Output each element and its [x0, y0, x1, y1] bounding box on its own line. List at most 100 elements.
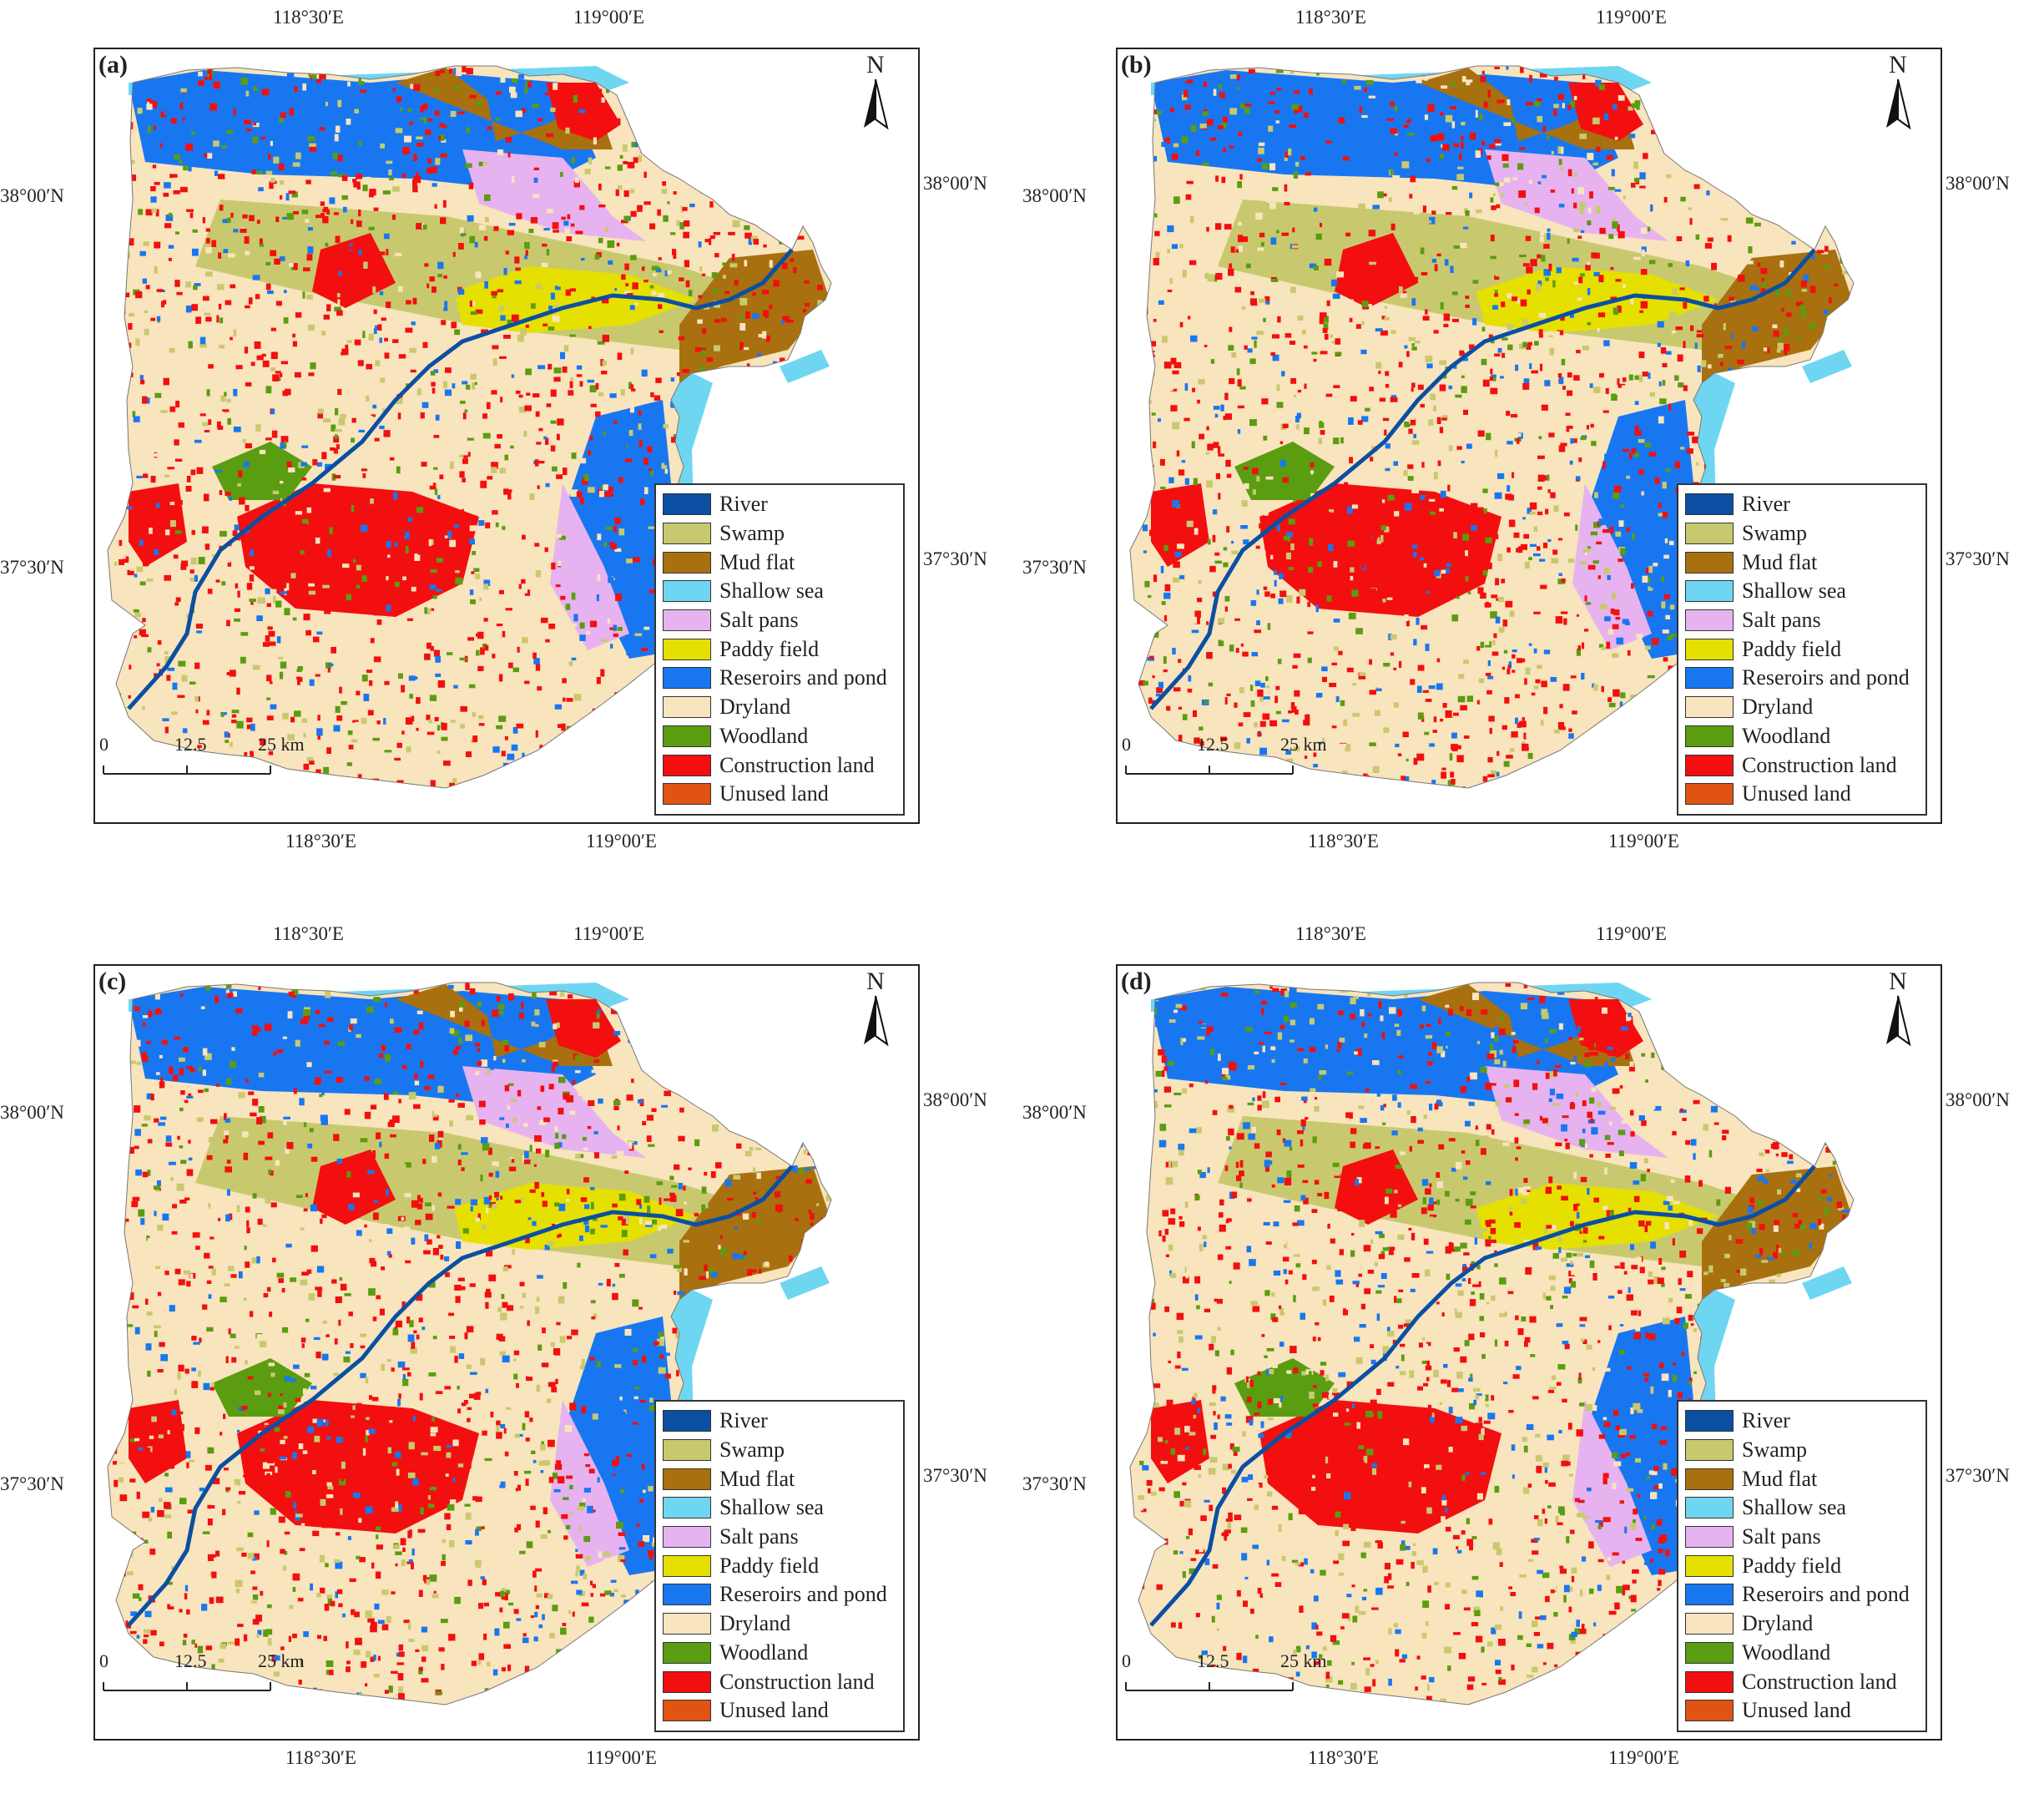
legend-swatch	[663, 1555, 711, 1577]
legend-label: Salt pans	[719, 608, 799, 633]
legend-swatch	[1685, 1468, 1734, 1490]
legend-label: Construction land	[719, 753, 875, 778]
legend-swatch	[1685, 667, 1734, 689]
legend-label: River	[719, 1408, 768, 1433]
legend-label: Mud flat	[1742, 1467, 1817, 1492]
scale-bar: 0 12.5 25 km	[95, 734, 279, 784]
lon-label-bottom-left: 118°30′E	[1308, 1747, 1379, 1769]
legend-label: Paddy field	[719, 1554, 819, 1579]
legend-label: Paddy field	[719, 637, 819, 662]
legend-item: River	[1685, 1407, 1919, 1436]
legend-swatch	[663, 1468, 711, 1490]
legend-label: Mud flat	[719, 550, 795, 575]
lat-label-left-bottom: 37°30′N	[0, 557, 64, 579]
lon-label-bottom-right: 119°00′E	[586, 1747, 657, 1769]
lat-label-left-top: 38°00′N	[0, 185, 64, 207]
lon-label-bottom-left: 118°30′E	[285, 831, 356, 852]
legend-swatch	[663, 523, 711, 544]
legend-label: Woodland	[1742, 724, 1830, 749]
north-arrow: N	[1873, 54, 1923, 154]
legend-label: Mud flat	[1742, 550, 1817, 575]
legend-label: Swamp	[1742, 521, 1807, 546]
panel-label: (b)	[1121, 51, 1152, 79]
legend-swatch	[1685, 493, 1734, 515]
scale-bar-line	[1118, 734, 1301, 784]
legend-swatch	[1685, 696, 1734, 718]
legend-label: Swamp	[1742, 1438, 1807, 1463]
lon-label-bottom-right: 119°00′E	[586, 831, 657, 852]
legend-swatch	[1685, 1671, 1734, 1693]
legend-label: Mud flat	[719, 1467, 795, 1492]
legend-item: Reseroirs and pond	[1685, 1580, 1919, 1609]
lon-label-bottom-left: 118°30′E	[285, 1747, 356, 1769]
legend-label: Paddy field	[1742, 637, 1841, 662]
legend-item: Swamp	[1685, 1436, 1919, 1465]
legend-item: Mud flat	[663, 548, 896, 577]
legend-swatch	[663, 1526, 711, 1548]
legend-item: Dryland	[1685, 1609, 1919, 1639]
legend-item: Dryland	[663, 1609, 896, 1639]
lon-label-top-right: 119°00′E	[573, 923, 644, 945]
legend-label: Reseroirs and pond	[1742, 665, 1910, 690]
legend-swatch	[663, 1497, 711, 1518]
legend-swatch	[1685, 580, 1734, 602]
legend-swatch	[1685, 639, 1734, 660]
legend-swatch	[1685, 783, 1734, 805]
lat-label-right-bottom: 37°30′N	[923, 548, 987, 570]
map-panel-b: 118°30′E 119°00′E 38°00′N 37°30′N 38°00′…	[1022, 0, 2044, 897]
legend-swatch	[1685, 609, 1734, 631]
legend-swatch	[663, 639, 711, 660]
north-label: N	[850, 51, 901, 79]
legend-label: Shallow sea	[1742, 579, 1846, 604]
legend-label: Reseroirs and pond	[1742, 1582, 1910, 1607]
map-frame: (b) N River Swamp Mud flat Shallow sea Salt …	[1116, 48, 1942, 824]
legend-swatch	[663, 755, 711, 776]
legend-item: Shallow sea	[663, 1493, 896, 1523]
lat-label-right-top: 38°00′N	[923, 173, 987, 195]
north-arrow: N	[1873, 971, 1923, 1071]
legend-label: Salt pans	[1742, 608, 1821, 633]
legend-label: Paddy field	[1742, 1554, 1841, 1579]
legend-swatch	[1685, 755, 1734, 776]
legend-item: Swamp	[1685, 519, 1919, 548]
legend-swatch	[663, 493, 711, 515]
lon-label-top-left: 118°30′E	[1295, 923, 1366, 945]
scale-bar-line	[95, 734, 279, 784]
legend-label: Construction land	[1742, 753, 1897, 778]
lat-label-right-bottom: 37°30′N	[923, 1465, 987, 1487]
legend-item: Reseroirs and pond	[1685, 664, 1919, 693]
legend-item: Unused land	[663, 1696, 896, 1726]
legend-item: Shallow sea	[663, 577, 896, 606]
north-arrow: N	[850, 54, 901, 154]
legend-swatch	[1685, 1700, 1734, 1721]
lon-label-top-right: 119°00′E	[573, 7, 644, 28]
lat-label-left-bottom: 37°30′N	[0, 1473, 64, 1495]
legend-label: Unused land	[719, 1698, 829, 1723]
lon-label-bottom-right: 119°00′E	[1608, 1747, 1679, 1769]
map-panel-a: 118°30′E 119°00′E 38°00′N 37°30′N 38°00′…	[0, 0, 1022, 897]
legend-swatch	[1685, 1642, 1734, 1664]
legend-swatch	[663, 580, 711, 602]
legend-label: Dryland	[1742, 1611, 1813, 1636]
legend-label: Unused land	[1742, 1698, 1851, 1723]
legend-swatch	[1685, 725, 1734, 747]
legend-item: Woodland	[1685, 1639, 1919, 1668]
legend-swatch	[1685, 1497, 1734, 1518]
lat-label-left-bottom: 37°30′N	[1022, 557, 1087, 579]
lon-label-bottom-right: 119°00′E	[1608, 831, 1679, 852]
lon-label-top-right: 119°00′E	[1596, 923, 1667, 945]
legend-item: Woodland	[663, 1639, 896, 1668]
legend-swatch	[1685, 1584, 1734, 1605]
legend-item: Paddy field	[663, 634, 896, 664]
lon-label-top-left: 118°30′E	[1295, 7, 1366, 28]
legend-swatch	[1685, 523, 1734, 544]
lat-label-right-top: 38°00′N	[1946, 1089, 2010, 1111]
legend-item: Construction land	[1685, 750, 1919, 780]
legend-item: Mud flat	[663, 1464, 896, 1493]
legend-label: River	[1742, 492, 1790, 517]
legend-label: Woodland	[719, 724, 808, 749]
